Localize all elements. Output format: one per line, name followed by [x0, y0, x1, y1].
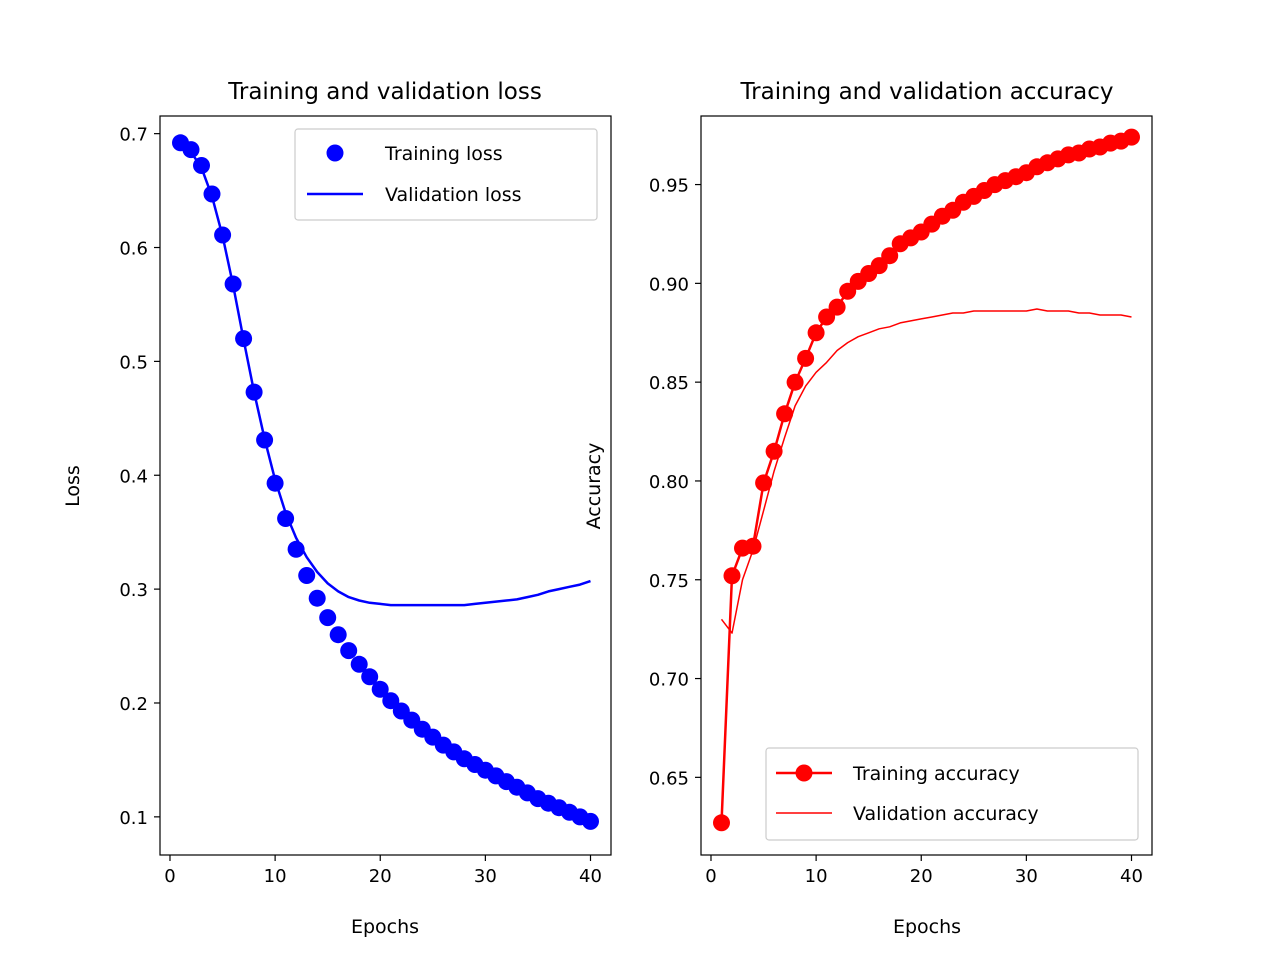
loss-legend-training-marker: [326, 144, 344, 162]
accuracy-y-tick-label: 0.65: [649, 768, 689, 789]
loss-training-loss-point: [350, 655, 368, 673]
accuracy-training-accuracy-point: [1123, 128, 1140, 146]
accuracy-legend: Training accuracy Validation accuracy: [765, 747, 1139, 841]
accuracy-y-tick-label: 0.90: [649, 274, 689, 295]
accuracy-plot-area: [713, 128, 1140, 832]
accuracy-training-accuracy-point: [713, 814, 730, 832]
accuracy-x-tick-label: 0: [705, 866, 716, 887]
loss-training-loss-point: [298, 567, 316, 584]
loss-x-tick-label: 40: [579, 866, 602, 887]
accuracy-legend-training-label: Training accuracy: [852, 763, 1020, 785]
loss-y-tick-label: 0.4: [119, 466, 148, 487]
loss-x-tick-label: 10: [264, 866, 287, 887]
accuracy-training-accuracy-point: [797, 349, 815, 367]
loss-training-loss-point: [319, 609, 337, 627]
accuracy-x-tick-label: 20: [910, 866, 933, 887]
accuracy-training-accuracy-point: [776, 405, 794, 423]
loss-validation-loss-line: [179, 143, 591, 607]
loss-x-tick-label: 0: [164, 866, 175, 887]
accuracy-training-accuracy-point: [881, 247, 899, 265]
accuracy-y-tick-label: 0.70: [649, 670, 689, 691]
loss-legend-training-label: Training loss: [384, 143, 503, 165]
accuracy-x-tick-label: 10: [805, 866, 828, 887]
loss-y-tick-label: 0.3: [119, 580, 148, 601]
loss-training-loss-point: [382, 692, 400, 710]
loss-axis-ticks: 0 10 20 30 40 0.1 0.2 0.3 0.4 0.5 0.6 0.7: [119, 125, 602, 887]
loss-legend-box: [294, 128, 598, 221]
loss-legend: Training loss Validation loss: [294, 128, 598, 221]
accuracy-axes-frame: [700, 115, 1153, 856]
accuracy-y-tick-label: 0.95: [649, 176, 689, 197]
accuracy-chart-title: Training and validation accuracy: [740, 79, 1114, 105]
loss-y-tick-label: 0.7: [119, 125, 148, 146]
loss-y-tick-label: 0.2: [119, 694, 148, 715]
accuracy-y-axis-label: Accuracy: [583, 443, 605, 530]
loss-training-loss-point: [308, 589, 326, 607]
accuracy-x-tick-label: 30: [1015, 866, 1038, 887]
loss-x-tick-label: 20: [369, 866, 392, 887]
accuracy-y-tick-label: 0.80: [649, 472, 689, 493]
accuracy-x-tick-label: 40: [1120, 866, 1143, 887]
accuracy-y-tick-label: 0.85: [649, 373, 689, 394]
loss-y-axis-label: Loss: [62, 465, 84, 507]
loss-training-loss-point: [329, 626, 347, 644]
loss-y-tick-label: 0.6: [119, 239, 148, 260]
accuracy-chart: Training and validation accuracy 0 10 20 30…: [583, 79, 1153, 938]
accuracy-y-tick-label: 0.75: [649, 571, 689, 592]
loss-plot-area: [172, 134, 599, 830]
loss-x-tick-label: 30: [474, 866, 497, 887]
loss-y-tick-label: 0.1: [119, 808, 148, 829]
accuracy-validation-accuracy-line: [720, 308, 1132, 634]
loss-chart-title: Training and validation loss: [227, 79, 542, 105]
accuracy-legend-box: [765, 747, 1139, 841]
accuracy-axis-ticks: 0 10 20 30 40 0.65 0.70 0.75 0.80 0.85 0.90 0.95: [649, 176, 1143, 887]
loss-training-loss-point: [182, 141, 200, 159]
accuracy-training-accuracy-point: [807, 324, 825, 342]
accuracy-training-accuracy-point: [755, 474, 773, 492]
loss-training-loss-point: [371, 680, 389, 698]
loss-legend-validation-label: Validation loss: [385, 184, 522, 206]
loss-y-tick-label: 0.5: [119, 352, 148, 373]
accuracy-legend-training-marker: [795, 764, 813, 782]
accuracy-training-accuracy-point: [744, 537, 762, 555]
loss-training-loss-point: [361, 668, 379, 686]
loss-x-axis-label: Epochs: [351, 916, 419, 938]
loss-training-loss-point: [340, 642, 358, 660]
accuracy-legend-validation-label: Validation accuracy: [853, 803, 1039, 825]
loss-chart: Training and validation loss 0 10 20 30 40 0.…: [62, 79, 612, 938]
loss-axes-frame: [159, 115, 612, 856]
accuracy-x-axis-label: Epochs: [893, 916, 961, 938]
accuracy-training-accuracy-point: [723, 567, 741, 585]
accuracy-training-accuracy-point: [786, 373, 804, 391]
accuracy-training-accuracy-point: [828, 298, 846, 316]
loss-training-loss-point: [582, 812, 599, 830]
